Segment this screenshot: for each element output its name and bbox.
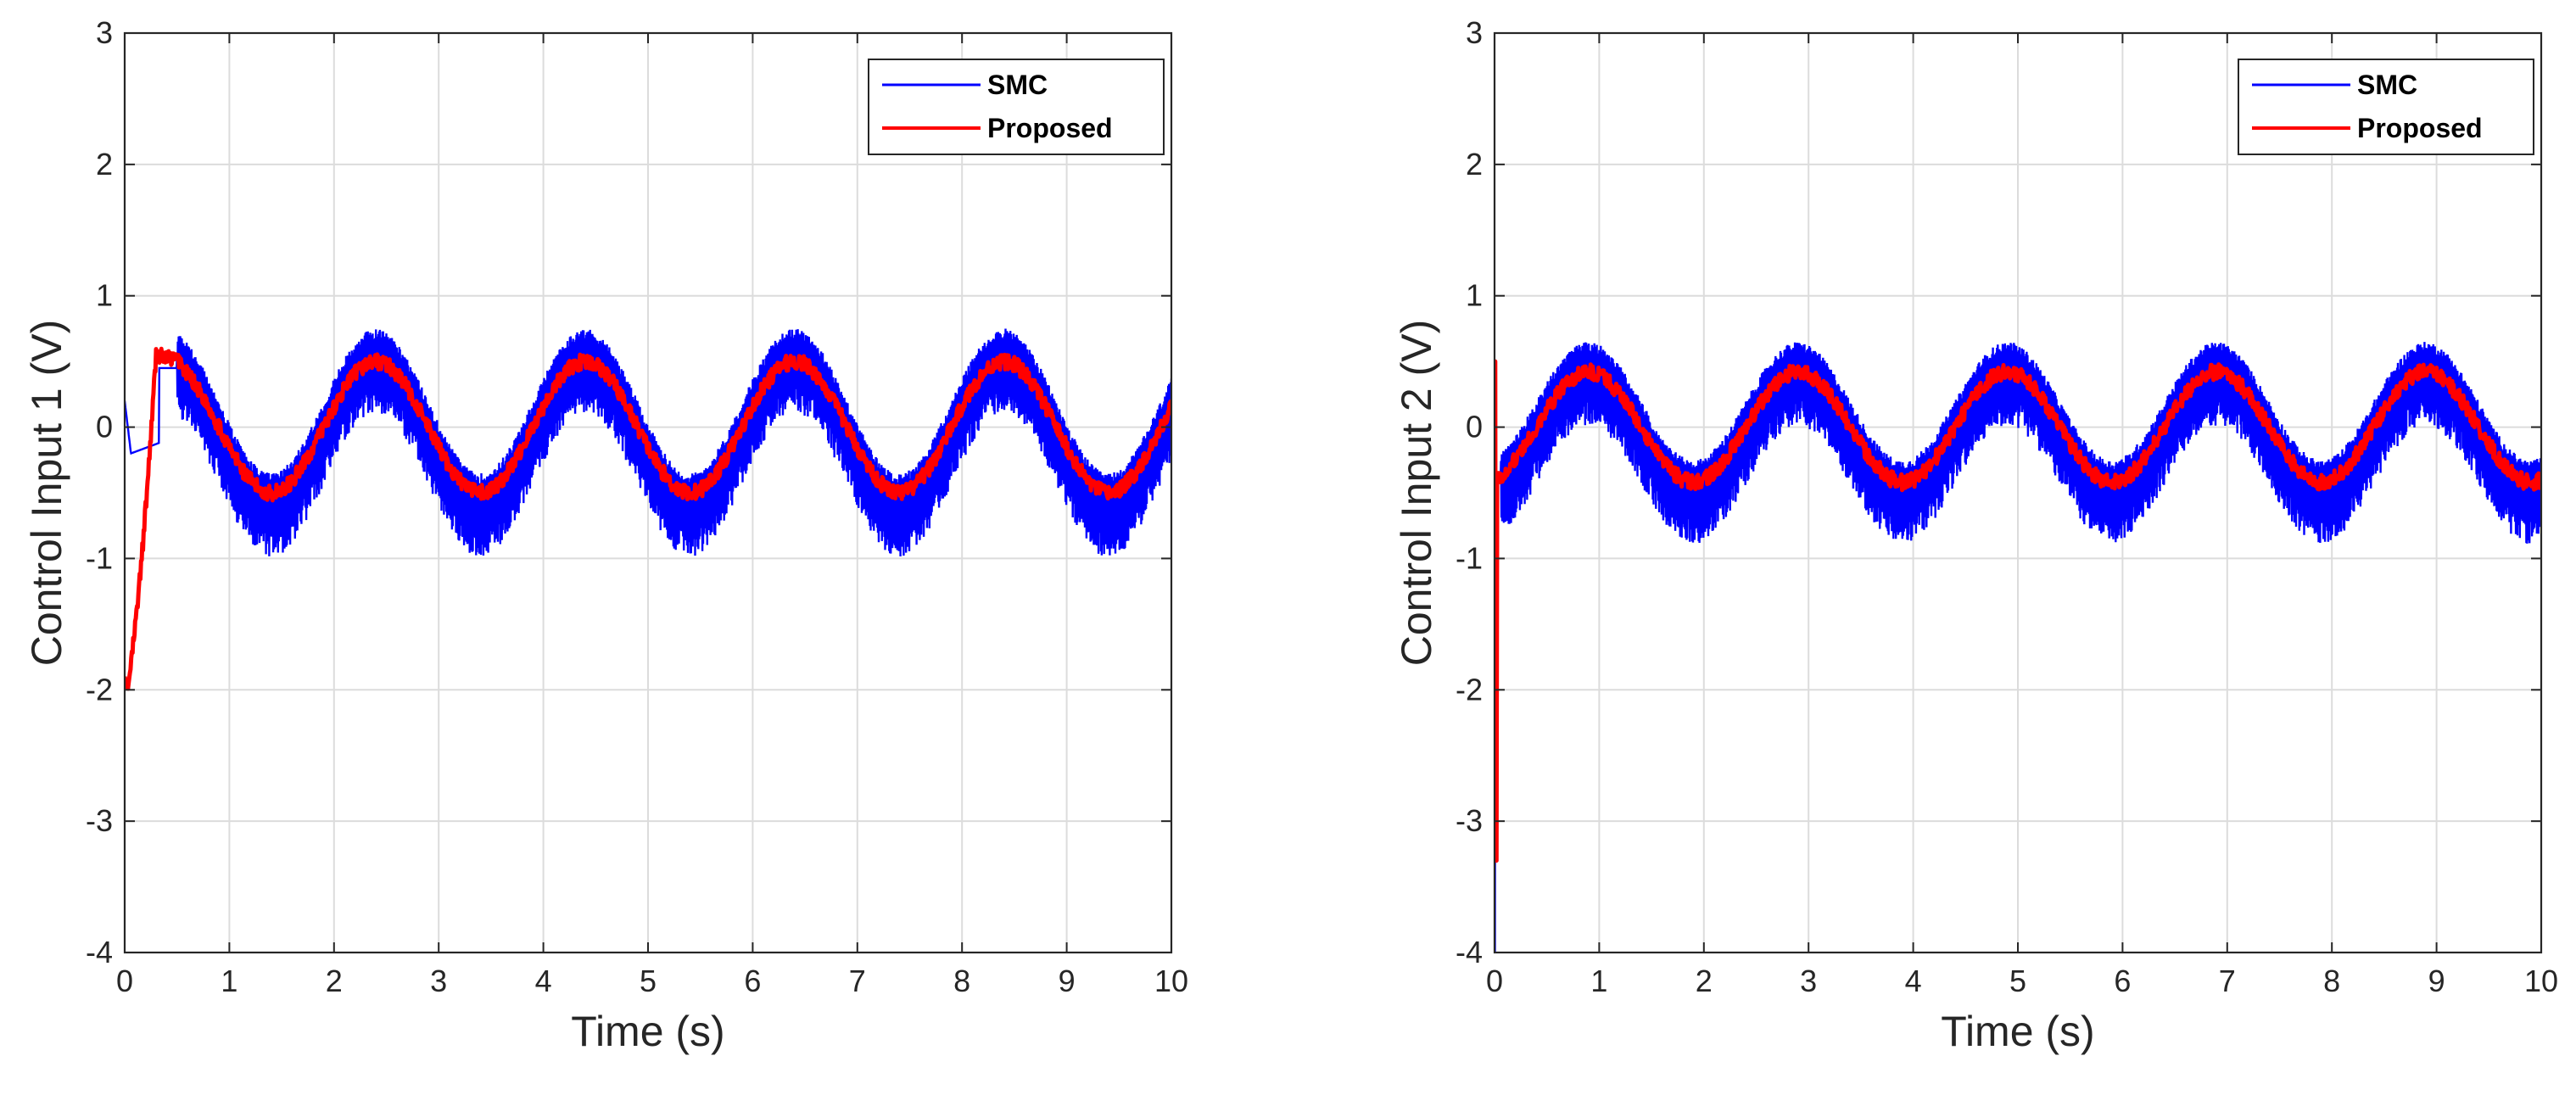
x-tick-label: 5 (2009, 964, 2026, 998)
legend-label-proposed: Proposed (2357, 113, 2483, 143)
y-tick-label: 0 (1466, 410, 1483, 444)
x-tick-label: 6 (2114, 964, 2131, 998)
legend: SMC Proposed (2238, 59, 2534, 155)
x-tick-label: 10 (1154, 964, 1188, 998)
series-line-proposed (1495, 359, 2541, 863)
x-tick-label: 0 (1486, 964, 1503, 998)
y-axis-label: Control Input 1 (V) (23, 320, 70, 667)
y-tick-label: 0 (96, 410, 113, 444)
x-tick-label: 6 (744, 964, 761, 998)
x-tick-label: 0 (116, 964, 133, 998)
y-tick-label: -4 (1456, 935, 1483, 969)
legend-label-smc: SMC (987, 70, 1048, 100)
legend: SMC Proposed (868, 59, 1165, 155)
series-line-smc (125, 328, 1171, 557)
x-tick-label: 8 (2323, 964, 2340, 998)
x-tick-label: 3 (430, 964, 447, 998)
x-tick-label: 1 (1590, 964, 1607, 998)
legend-box (2238, 59, 2534, 155)
legend-label-proposed: Proposed (987, 113, 1113, 143)
series-line-smc (1495, 342, 2541, 953)
x-tick-label: 7 (849, 964, 866, 998)
y-axis-label: Control Input 2 (V) (1393, 320, 1440, 667)
y-tick-label: 1 (1466, 278, 1483, 313)
y-tick-label: -4 (86, 935, 113, 969)
y-tick-label: -2 (1456, 672, 1483, 707)
x-tick-label: 9 (2428, 964, 2445, 998)
y-tick-label: -3 (86, 803, 113, 838)
y-tick-label: -1 (1456, 540, 1483, 575)
x-tick-label: 9 (1059, 964, 1076, 998)
legend-label-smc: SMC (2357, 70, 2417, 100)
x-tick-label: 4 (1905, 964, 1922, 998)
y-tick-label: -1 (86, 540, 113, 575)
x-tick-label: 7 (2219, 964, 2236, 998)
x-tick-label: 4 (535, 964, 552, 998)
y-tick-label: 1 (96, 278, 113, 313)
y-tick-label: 2 (96, 147, 113, 182)
y-tick-label: -3 (1456, 803, 1483, 838)
x-tick-label: 2 (1696, 964, 1713, 998)
y-tick-label: 3 (96, 15, 113, 50)
x-tick-label: 1 (221, 964, 237, 998)
x-tick-label: 2 (326, 964, 343, 998)
legend-box (868, 59, 1165, 155)
x-tick-label: 3 (1800, 964, 1817, 998)
x-tick-label: 10 (2524, 964, 2558, 998)
y-tick-label: 3 (1466, 15, 1483, 50)
x-tick-label: 5 (640, 964, 657, 998)
x-axis-label: Time (s) (571, 1008, 724, 1055)
y-tick-label: 2 (1466, 147, 1483, 182)
x-tick-label: 8 (953, 964, 970, 998)
series-line-proposed (125, 346, 1171, 691)
y-tick-label: -2 (86, 672, 113, 707)
x-axis-label: Time (s) (1941, 1008, 2094, 1055)
